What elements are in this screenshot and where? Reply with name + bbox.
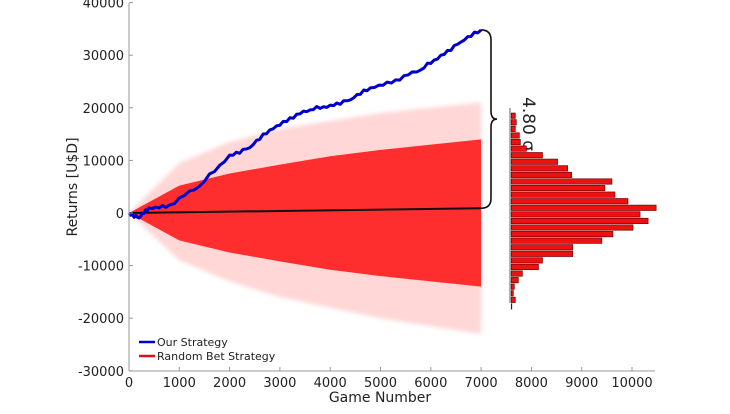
y-tick-label: 30000: [83, 49, 124, 64]
histogram-bar: [510, 211, 641, 218]
x-tick-label: 7000: [465, 376, 498, 391]
histogram-bar: [510, 283, 515, 290]
histogram-bar: [510, 290, 514, 297]
our-strategy-line: [127, 28, 483, 220]
histogram-bar: [510, 125, 516, 132]
x-tick-label: 6000: [414, 376, 447, 391]
histogram-bar: [510, 296, 516, 303]
x-tick-label: 2000: [213, 376, 246, 391]
histogram-bar: [510, 139, 521, 146]
x-ticks: 0 1000 2000 3000 4000 5000 6000 7000 8000 9000 100…: [125, 367, 653, 391]
histogram-bar: [510, 171, 572, 178]
histogram-bar: [510, 178, 613, 185]
histogram-bar: [510, 250, 573, 257]
histogram-bar: [510, 224, 634, 231]
y-tick-label: 0: [116, 207, 124, 222]
histogram-bar: [510, 277, 519, 284]
legend-label-our-strategy: Our Strategy: [157, 336, 228, 349]
y-tick-label: -30000: [78, 365, 124, 380]
y-tick-label: 40000: [83, 0, 124, 12]
legend-label-random-bet: Random Bet Strategy: [157, 350, 276, 363]
random-bet-dense-band: [129, 139, 482, 287]
histogram: [510, 112, 657, 310]
plot-area: 4.80 σ: [127, 28, 657, 334]
x-axis-label: Game Number: [329, 390, 432, 406]
y-tick-label: -20000: [78, 312, 124, 327]
sigma-brace: [480, 29, 498, 210]
histogram-bar: [510, 237, 603, 244]
axes: -30000-20000-10000010000200003000040000 …: [65, 0, 655, 406]
x-tick-label: 10000: [611, 376, 652, 391]
histogram-bar: [510, 165, 568, 172]
histogram-bar: [510, 145, 527, 152]
x-tick-label: 4000: [314, 376, 347, 391]
x-tick-label: 8000: [515, 376, 548, 391]
y-tick-label: -10000: [78, 260, 124, 275]
x-tick-label: 9000: [565, 376, 598, 391]
histogram-bar: [510, 198, 629, 205]
x-tick-label: 0: [125, 376, 133, 391]
histogram-bar: [510, 112, 516, 119]
histogram-bar: [510, 217, 649, 224]
y-ticks: -30000 -20000 -10000 0 10000 20000 30000 40000: [78, 0, 133, 380]
histogram-bar: [510, 191, 616, 198]
histogram-bar: [510, 152, 543, 159]
histogram-bar: [510, 158, 558, 165]
histogram-bar: [510, 132, 520, 139]
histogram-bar: [510, 244, 573, 251]
sigma-annotation: 4.80 σ: [518, 97, 538, 151]
y-axis-label: Returns [U$D]: [65, 137, 81, 236]
x-tick-label: 1000: [163, 376, 196, 391]
legend: Our Strategy Random Bet Strategy: [139, 336, 276, 363]
random-bet-mean-line: [128, 207, 482, 214]
y-tick-label: 10000: [83, 154, 124, 169]
histogram-bar: [510, 119, 517, 126]
histogram-bar: [510, 270, 523, 277]
histogram-bar: [510, 303, 513, 310]
histogram-bar: [510, 185, 606, 192]
histogram-bar: [510, 231, 614, 238]
x-tick-label: 5000: [364, 376, 397, 391]
y-tick-label: 20000: [83, 102, 124, 117]
histogram-bar: [510, 204, 657, 211]
x-tick-label: 3000: [263, 376, 296, 391]
histogram-bar: [510, 257, 543, 264]
histogram-bar: [510, 263, 539, 271]
